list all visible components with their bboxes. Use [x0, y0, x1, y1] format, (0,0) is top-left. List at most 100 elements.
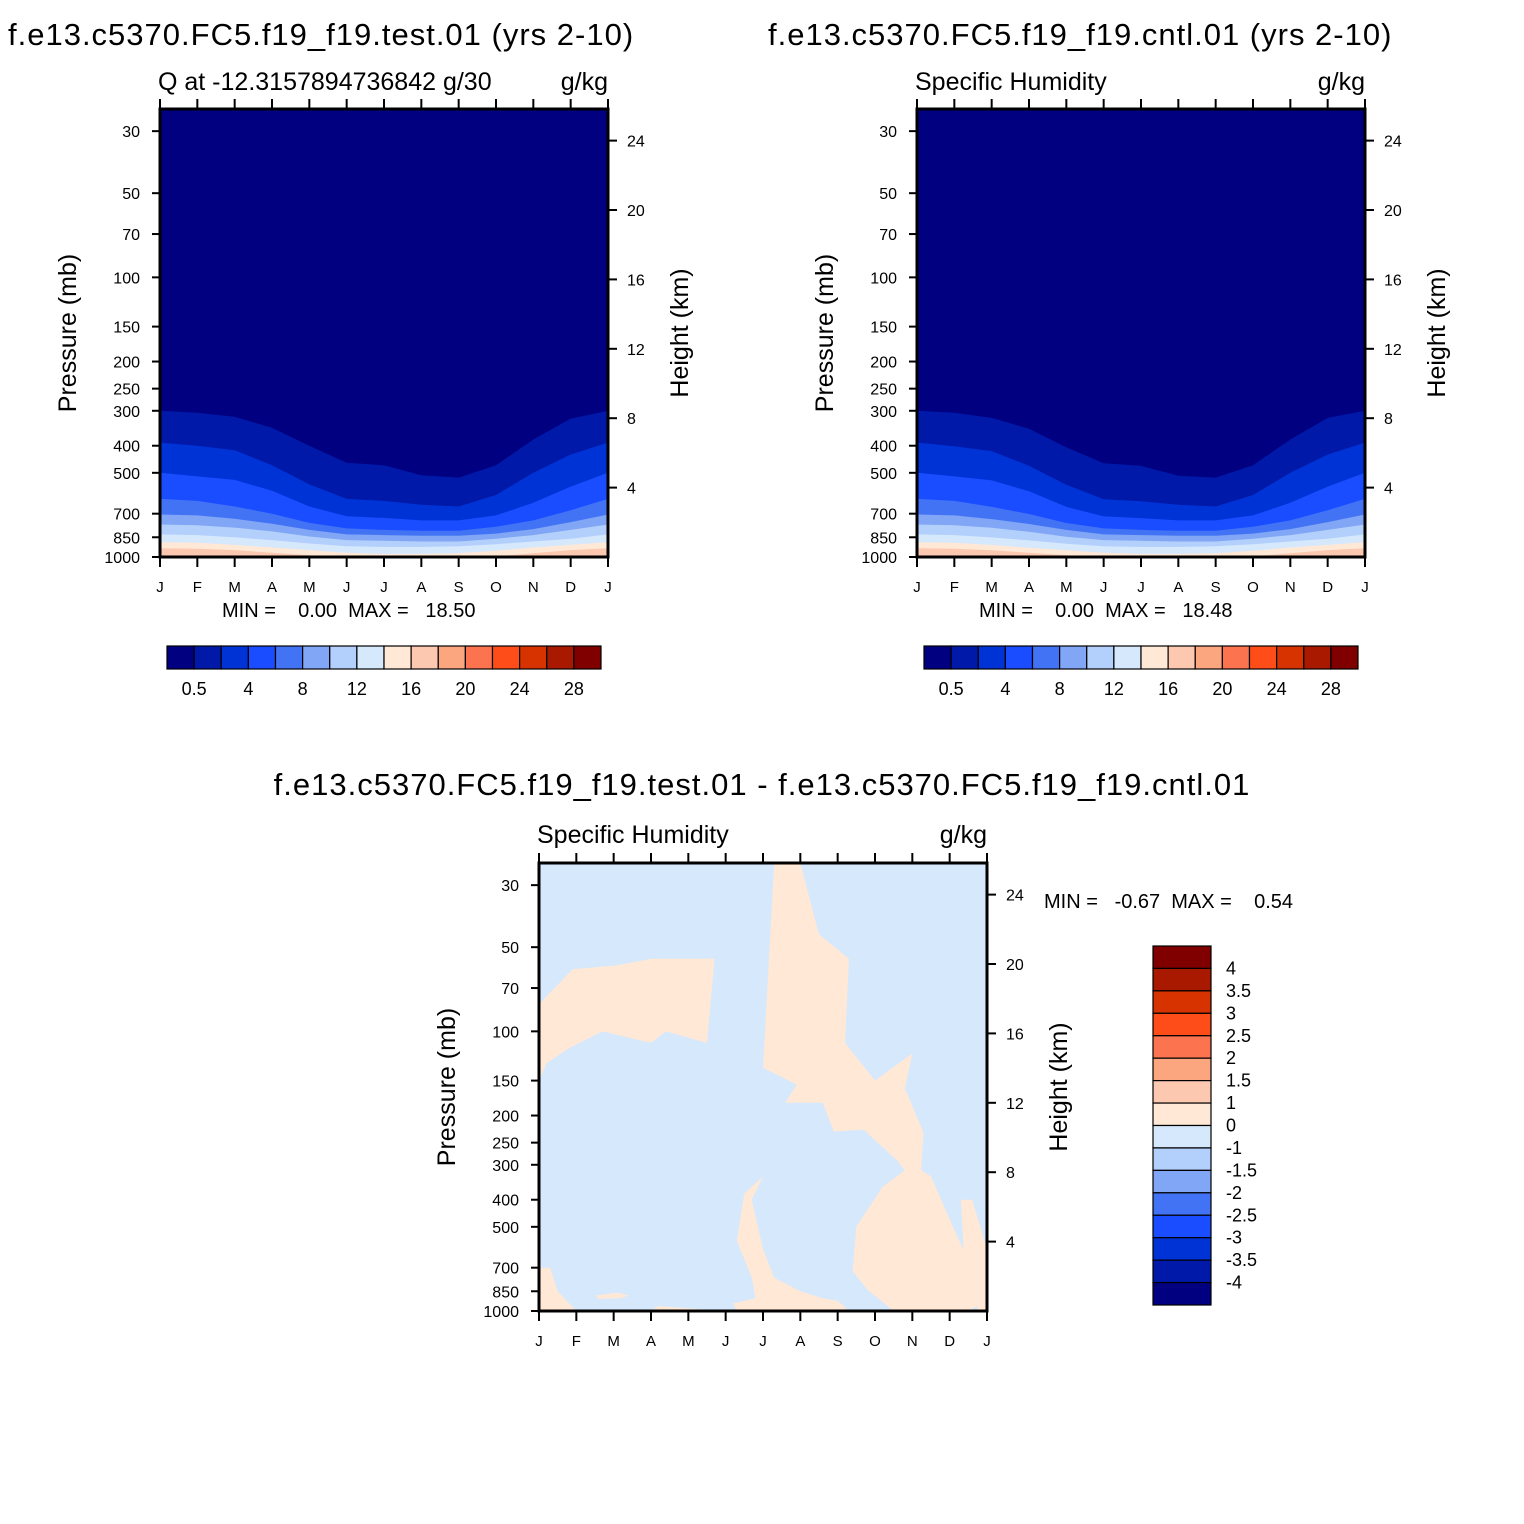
panel-cntl-ytick-label: 400: [870, 439, 897, 456]
panel-diff-ytick-right-label: 16: [1006, 1026, 1024, 1043]
panel-diff-colorbar-label: 1.5: [1226, 1071, 1251, 1091]
panel-cntl-colorbar-swatch: [1330, 645, 1359, 670]
panel-cntl-colorbar-swatch: [1113, 645, 1142, 670]
panel-test-xtick-label: A: [416, 579, 426, 596]
panel-diff-colorbar-swatch: [1152, 1012, 1212, 1037]
panel-diff-positive-region: [852, 1164, 987, 1311]
panel-diff-colorbar: 4 3.53 2.52 1.51 0-1-1.5 -2-2.5 -3-3.5 -4: [1152, 945, 1257, 1306]
panel-diff-ytick-label: 850: [492, 1284, 519, 1301]
panel-diff-xtick-label: A: [646, 1333, 656, 1350]
panel-test-colorbar-label: 24: [510, 679, 530, 699]
panel-diff: Specific Humidity g/kg Pressure (mb) Hei…: [433, 821, 1293, 1350]
panel-test-contours: [160, 109, 608, 557]
panel-diff-colorbar-label: -1.5: [1226, 1160, 1257, 1180]
bottom-title: f.e13.c5370.FC5.f19_f19.test.01 - f.e13.…: [274, 767, 1251, 802]
panel-cntl-ytick-right-label: 16: [1384, 272, 1402, 289]
panel-diff-colorbar-label: -3.5: [1226, 1250, 1257, 1270]
panel-diff-ytick-label: 70: [501, 981, 519, 998]
panel-diff-colorbar-label: -1: [1226, 1138, 1242, 1158]
panel-cntl-ylabel-right: Height (km): [1423, 268, 1451, 397]
panel-diff-colorbar-swatch: [1152, 1035, 1212, 1059]
panel-cntl-ytick-label: 300: [870, 404, 897, 421]
panel-cntl-colorbar-swatch: [977, 645, 1006, 670]
panel-diff-xtick-label: N: [907, 1333, 918, 1350]
panel-cntl-colorbar-label: 12: [1104, 679, 1124, 699]
panel-test-min-max: MIN = 0.00 MAX = 18.50: [222, 600, 475, 622]
panel-cntl-colorbar-swatch: [1167, 645, 1196, 670]
panel-cntl-ytick-right-label: 24: [1384, 134, 1402, 151]
panel-diff-colorbar-label: 1: [1226, 1093, 1236, 1113]
panel-cntl-ytick-label: 100: [870, 270, 897, 287]
panel-cntl-colorbar-swatch: [923, 645, 952, 670]
panel-diff-positive-region: [733, 1176, 849, 1311]
panel-test-ytick-label: 250: [113, 382, 140, 399]
panel-diff-min-max: MIN = -0.67 MAX = 0.54: [1044, 891, 1293, 913]
panel-test-colorbar-swatch: [519, 645, 548, 670]
panel-test-xtick-label: J: [343, 579, 351, 596]
panel-cntl-xtick-label: A: [1173, 579, 1183, 596]
panel-cntl-subtitle-left: Specific Humidity: [915, 68, 1107, 96]
panel-diff-positive-region: [595, 1292, 629, 1299]
panel-cntl-ytick-right-label: 20: [1384, 203, 1402, 220]
panel-diff-colorbar-swatch: [1152, 1192, 1212, 1216]
panel-diff-ytick-right-label: 8: [1006, 1165, 1015, 1182]
panel-cntl-ytick-right-label: 8: [1384, 411, 1393, 428]
panel-test-colorbar-swatch: [383, 645, 412, 670]
panel-diff-ytick-label: 700: [492, 1261, 519, 1278]
panel-test-ytick-right-label: 16: [627, 272, 645, 289]
panel-diff-ytick-label: 400: [492, 1193, 519, 1210]
panel-test-ylabel: Pressure (mb): [54, 254, 82, 412]
panel-test-ytick-label: 100: [113, 270, 140, 287]
panel-test-colorbar-swatch: [247, 645, 277, 670]
panel-cntl-xtick-label: S: [1211, 579, 1221, 596]
panel-test-colorbar-swatch: [329, 645, 358, 670]
panel-cntl-colorbar-label: 28: [1321, 679, 1341, 699]
panel-test-ytick-right-label: 24: [627, 134, 645, 151]
panel-cntl-xtick-label: O: [1247, 579, 1259, 596]
panel-test-colorbar-label: 28: [564, 679, 584, 699]
panel-test-colorbar-swatch: [302, 645, 331, 670]
panel-cntl-ytick-label: 1000: [861, 550, 897, 567]
panel-test-ylabel-right: Height (km): [666, 268, 694, 397]
panel-cntl-ylabel: Pressure (mb): [811, 254, 839, 412]
panel-test-colorbar-swatch: [491, 645, 521, 670]
panel-cntl-xtick-label: M: [985, 579, 998, 596]
panel-test-contour-level-9: [160, 548, 608, 557]
panel-cntl-colorbar-label: 8: [1055, 679, 1065, 699]
panel-diff-colorbar-label: 0: [1226, 1116, 1236, 1136]
panel-test-colorbar-label: 8: [298, 679, 308, 699]
panel-test-ytick-right-label: 4: [627, 481, 636, 498]
panel-test-xtick-label: J: [380, 579, 388, 596]
panel-diff-xtick-label: D: [944, 1333, 955, 1350]
panel-cntl-ytick-label: 70: [879, 227, 897, 244]
panel-test-ytick-label: 150: [113, 320, 140, 337]
panel-cntl-colorbar-swatch: [1194, 645, 1223, 670]
panel-test-colorbar: 0.5 4 8 12 16 20 24 28: [166, 645, 602, 699]
panel-test-xtick-label: M: [228, 579, 241, 596]
panel-cntl-xtick-label: A: [1024, 579, 1034, 596]
panel-diff-ytick-right-label: 24: [1006, 888, 1024, 905]
panel-test-colorbar-label: 12: [347, 679, 367, 699]
panel-diff-xtick-label: J: [722, 1333, 730, 1350]
panel-diff-contours: [539, 863, 987, 1311]
panel-diff-colorbar-swatch: [1152, 967, 1212, 992]
panel-cntl-colorbar-swatch: [1140, 645, 1169, 670]
panel-cntl-subtitle-right: g/kg: [1318, 68, 1365, 96]
panel-cntl-ytick-right-label: 4: [1384, 481, 1393, 498]
panel-diff-positive-region: [960, 1199, 987, 1311]
panel-diff-xtick-label: J: [759, 1333, 767, 1350]
panel-test-xtick-label: M: [303, 579, 316, 596]
panel-test-colorbar-swatch: [166, 645, 195, 670]
panel-cntl-min-max: MIN = 0.00 MAX = 18.48: [979, 600, 1232, 622]
panel-test-xtick-label: D: [565, 579, 576, 596]
panel-cntl-xtick-label: J: [1100, 579, 1108, 596]
panel-diff-positive-region: [539, 958, 715, 1081]
top-right-title: f.e13.c5370.FC5.f19_f19.cntl.01 (yrs 2-1…: [768, 17, 1392, 52]
panel-cntl-xtick-label: J: [1361, 579, 1369, 596]
panel-cntl-ytick-label: 150: [870, 320, 897, 337]
panel-test-subtitle-right: g/kg: [561, 68, 608, 96]
panel-test-colorbar-label: 4: [243, 679, 253, 699]
panel-test-ytick-label: 30: [122, 124, 140, 141]
panel-diff-xtick-label: J: [983, 1333, 991, 1350]
